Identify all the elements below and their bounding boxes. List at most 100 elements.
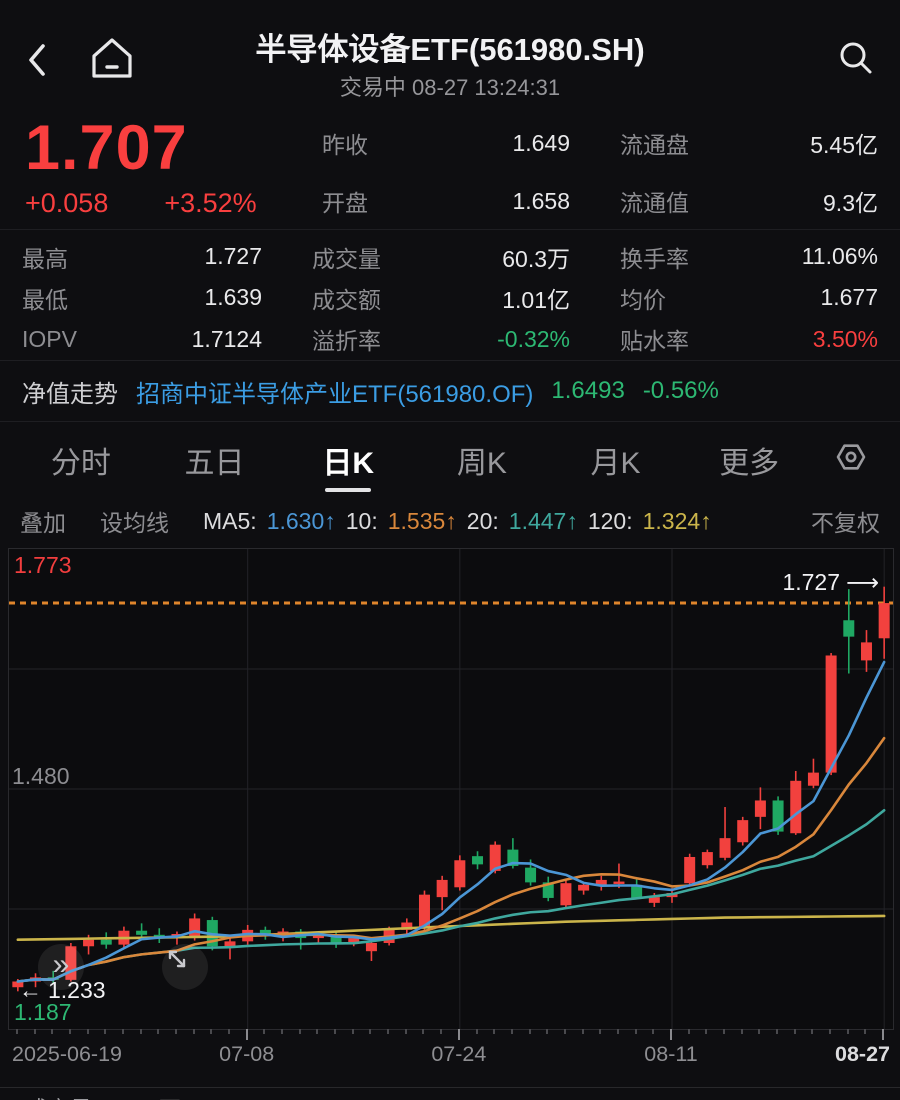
- premium-field: 溢折率 -0.32%: [312, 325, 570, 355]
- x-tick: [281, 1029, 284, 1034]
- fund-nav-value: 1.6493: [551, 377, 625, 404]
- x-tick: [440, 1029, 443, 1034]
- home-icon: [90, 34, 134, 82]
- x-axis-label: 08-27: [835, 1042, 890, 1066]
- tab-monthly-k[interactable]: 月K: [590, 446, 641, 480]
- set-ma-button[interactable]: 设均线: [100, 510, 169, 536]
- x-tick: [298, 1029, 301, 1034]
- last-price: 1.707: [25, 113, 188, 183]
- ma5-value: 1.630↑: [266, 507, 336, 534]
- tab-five-day[interactable]: 五日: [184, 446, 245, 480]
- x-axis-labels: 2025-06-19 07-08 07-24 08-11 08-27: [0, 1042, 900, 1074]
- x-tick: [369, 1029, 372, 1034]
- fund-nav-change: -0.56%: [642, 377, 719, 404]
- nav-row: 净值走势 招商中证半导体产业ETF(561980.OF) 1.6493 -0.5…: [0, 360, 900, 422]
- x-tick: [457, 1029, 460, 1040]
- bottom-divider: [0, 1087, 900, 1088]
- x-axis-label: 08-11: [644, 1042, 698, 1066]
- y-axis-mid-label: 1.480: [12, 763, 70, 789]
- x-tick: [882, 1029, 885, 1040]
- x-tick: [776, 1029, 779, 1034]
- x-tick: [864, 1029, 867, 1034]
- left-arrow-icon: ←: [19, 977, 42, 1004]
- x-tick: [510, 1029, 513, 1034]
- volume-field: 成交量 60.3万: [312, 245, 570, 272]
- avg-price-field: 均价 1.677: [620, 284, 878, 313]
- ma20-value: 1.447↑: [508, 507, 578, 534]
- fund-link[interactable]: 招商中证半导体产业ETF(561980.OF): [136, 380, 534, 408]
- kline-canvas[interactable]: [9, 549, 893, 1029]
- low-price-marker: ← 1.233: [19, 977, 106, 1004]
- volume-pane-value: 60.3万: [116, 1092, 181, 1100]
- x-tick: [758, 1029, 761, 1034]
- x-tick: [104, 1029, 107, 1034]
- tab-daily-k[interactable]: 日K: [281, 422, 415, 497]
- prev-close-field: 昨收 1.649: [322, 129, 570, 159]
- back-button[interactable]: [26, 42, 50, 78]
- x-tick: [86, 1029, 89, 1034]
- float-shares-field: 流通盘 5.45亿: [620, 132, 878, 158]
- price-change: +0.058: [25, 188, 109, 218]
- x-tick: [210, 1029, 213, 1034]
- x-tick: [563, 1029, 566, 1034]
- open-field: 开盘 1.658: [322, 187, 570, 217]
- adjust-mode-button[interactable]: 不复权: [811, 510, 880, 536]
- x-tick: [15, 1029, 18, 1034]
- kline-chart[interactable]: 1.773 1.480 1.187 1.727 ⟶ ← 1.233 »: [8, 548, 894, 1030]
- home-button[interactable]: [90, 34, 134, 82]
- x-tick: [616, 1029, 619, 1034]
- x-tick: [705, 1029, 708, 1034]
- ma10-value: 1.535↑: [387, 507, 457, 534]
- tab-weekly-k[interactable]: 周K: [456, 446, 507, 480]
- x-tick: [493, 1029, 496, 1034]
- amount-field: 成交额 1.01亿: [312, 286, 570, 313]
- x-tick: [687, 1029, 690, 1034]
- x-tick: [51, 1029, 54, 1034]
- ma20-label: 20:: [466, 507, 499, 534]
- x-tick: [634, 1029, 637, 1034]
- active-tab-underline: [325, 488, 372, 492]
- float-value-field: 流通值 9.3亿: [620, 190, 878, 216]
- chart-settings-button[interactable]: [816, 422, 886, 497]
- search-button[interactable]: [838, 40, 874, 76]
- x-tick: [652, 1029, 655, 1034]
- x-tick: [740, 1029, 743, 1034]
- x-tick: [475, 1029, 478, 1034]
- ma120-value: 1.324↑: [642, 507, 712, 534]
- discount-field: 贴水率 3.50%: [620, 325, 878, 355]
- y-axis-min-label: 1.187: [14, 999, 72, 1025]
- back-icon: [26, 42, 50, 78]
- volume-pane-clipped: 成交量 60.3万: [0, 1092, 900, 1100]
- x-axis-label: 07-08: [219, 1042, 275, 1066]
- nav-label: 净值走势: [22, 380, 118, 408]
- x-tick: [599, 1029, 602, 1034]
- tab-more[interactable]: 更多: [719, 446, 780, 480]
- x-tick: [846, 1029, 849, 1034]
- iopv-field: IOPV 1.7124: [22, 325, 262, 352]
- x-tick: [192, 1029, 195, 1034]
- search-icon: [838, 40, 874, 76]
- x-tick: [263, 1029, 266, 1034]
- jump-to-latest-button[interactable]: »: [38, 944, 84, 990]
- x-tick: [404, 1029, 407, 1034]
- double-chevron-right-icon: »: [52, 948, 70, 981]
- x-axis-label: 2025-06-19: [12, 1042, 122, 1066]
- tab-minute[interactable]: 分时: [50, 446, 111, 480]
- x-tick: [157, 1029, 160, 1034]
- x-tick: [670, 1029, 672, 1040]
- x-tick: [121, 1029, 124, 1034]
- x-tick: [228, 1029, 230, 1034]
- stats-grid: 最高 1.727 成交量 60.3万 换手率 11.06% 最低 1.639 成交额 1.…: [0, 229, 900, 360]
- x-tick: [723, 1029, 726, 1034]
- x-tick: [546, 1029, 549, 1034]
- overlay-button[interactable]: 叠加: [20, 510, 66, 536]
- x-tick: [316, 1029, 319, 1034]
- indicator-bar: 叠加 设均线 MA5: 1.630↑ 10: 1.535↑ 20: 1.447↑…: [0, 497, 900, 545]
- x-tick: [581, 1029, 584, 1034]
- x-tick: [68, 1029, 71, 1034]
- hexagon-settings-icon: [835, 441, 867, 478]
- expand-chart-button[interactable]: [162, 944, 208, 990]
- period-tabs: 分时 五日 日K 周K 月K 更多: [0, 422, 900, 497]
- x-tick: [793, 1029, 796, 1034]
- x-tick: [811, 1029, 814, 1034]
